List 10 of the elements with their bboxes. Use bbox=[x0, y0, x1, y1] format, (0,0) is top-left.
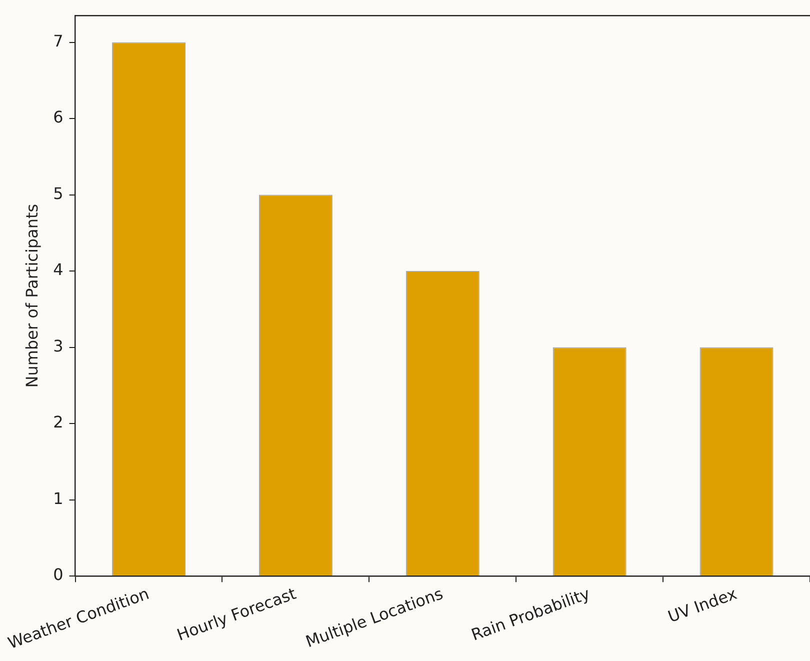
y-tick-label: 5 bbox=[53, 184, 64, 203]
y-tick-label: 1 bbox=[53, 488, 64, 508]
y-tick-label: 6 bbox=[53, 108, 64, 127]
y-tick-label: 2 bbox=[53, 412, 64, 432]
x-tick-label: UV Index bbox=[665, 584, 740, 626]
y-tick-label: 4 bbox=[53, 260, 64, 280]
y-tick-label: 0 bbox=[53, 565, 64, 584]
y-axis-title: Number of Participants bbox=[22, 204, 42, 388]
y-tick-label: 7 bbox=[53, 31, 64, 50]
y-tick-label: 3 bbox=[53, 336, 64, 356]
